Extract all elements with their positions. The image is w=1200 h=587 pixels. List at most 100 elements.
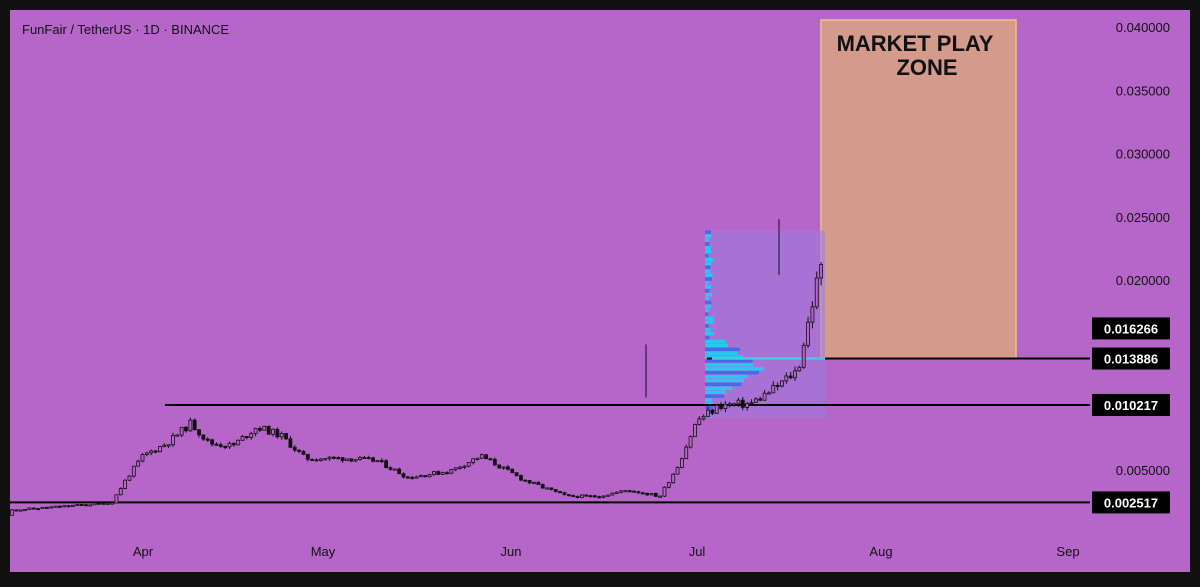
y-tick-label: 0.005000	[1116, 463, 1170, 478]
profile-bar	[705, 343, 728, 348]
candle-body	[345, 458, 349, 462]
y-tick-label: 0.020000	[1116, 273, 1170, 288]
candle-body	[475, 457, 480, 460]
candle-body	[366, 457, 371, 460]
candle-body	[157, 446, 162, 453]
candle-body	[658, 495, 663, 498]
candle-body	[740, 399, 745, 408]
candle-body	[440, 472, 445, 475]
candle-body	[462, 465, 467, 468]
profile-bar	[705, 230, 711, 234]
chart-title: FunFair / TetherUS · 1D · BINANCE	[22, 22, 229, 37]
candle-body	[53, 505, 58, 508]
price-label-text: 0.002517	[1104, 495, 1158, 510]
volume-profile	[705, 230, 825, 418]
candle-body	[471, 458, 476, 463]
candle-body	[218, 444, 223, 447]
profile-bar	[705, 265, 711, 270]
candle-body	[258, 428, 262, 431]
profile-bar	[705, 406, 714, 410]
profile-bar	[705, 281, 709, 285]
candle-body	[358, 456, 362, 460]
candle-body	[684, 446, 689, 460]
candle-body	[810, 306, 815, 323]
candle-body	[649, 493, 654, 496]
y-tick-label: 0.025000	[1116, 210, 1170, 225]
candle-body	[549, 487, 554, 490]
candle-body	[75, 504, 80, 507]
candle-body	[305, 453, 310, 460]
candle-body	[532, 481, 536, 484]
candle-body	[123, 479, 127, 489]
profile-bar	[705, 292, 713, 297]
candle-body	[753, 398, 758, 403]
profile-bar	[705, 382, 742, 387]
candle-body	[479, 454, 484, 459]
profile-bar	[705, 273, 713, 277]
candle-body	[619, 490, 623, 493]
candle-body	[392, 468, 397, 471]
profile-bar	[705, 398, 713, 402]
candle-body	[44, 506, 49, 509]
price-label-box	[1092, 491, 1170, 514]
candle-body	[340, 457, 345, 462]
candle-body	[249, 433, 254, 438]
candle-body	[710, 409, 715, 414]
candle-body	[680, 458, 684, 468]
candle-body	[136, 460, 141, 467]
candle-body	[597, 496, 602, 499]
candle-body	[579, 494, 584, 498]
candle-body	[727, 403, 732, 406]
x-tick-label: Jun	[501, 544, 522, 559]
candle-body	[197, 429, 201, 436]
candle-body	[253, 428, 258, 434]
candle-body	[301, 450, 306, 455]
candle-body	[706, 409, 710, 417]
candle-body	[184, 426, 188, 432]
candle-body	[14, 509, 19, 512]
profile-bar	[705, 386, 733, 391]
candle-body	[153, 450, 158, 453]
candle-body	[379, 460, 384, 463]
candle-body	[353, 459, 358, 462]
candle-body	[27, 507, 32, 510]
candle-body	[636, 491, 641, 494]
candle-body	[540, 484, 545, 489]
candle-body	[562, 492, 567, 495]
candle-body	[271, 428, 275, 435]
candle-body	[418, 475, 423, 478]
candle-body	[758, 398, 763, 401]
price-label-box	[1092, 317, 1170, 340]
profile-bar	[705, 285, 711, 289]
profile-bar	[705, 324, 709, 328]
candle-body	[179, 426, 184, 436]
profile-bar	[705, 234, 712, 238]
y-tick-label: 0.035000	[1116, 83, 1170, 98]
candle-body	[588, 495, 593, 498]
profile-bar	[705, 347, 740, 351]
x-axis: Apr May Jun Jul Aug Sep	[133, 544, 1080, 559]
profile-bar	[705, 238, 709, 242]
candle-body	[784, 375, 789, 382]
candle-body	[505, 466, 510, 470]
candle-body	[797, 366, 802, 372]
candle-body	[57, 505, 62, 508]
candle-body	[775, 384, 780, 387]
price-label-box	[1092, 393, 1170, 416]
candle-body	[410, 476, 415, 479]
candle-body	[310, 458, 315, 461]
y-tick-label: 0.040000	[1116, 20, 1170, 35]
profile-bar	[705, 359, 753, 363]
candle-body	[501, 466, 506, 469]
x-tick-label: Aug	[869, 544, 892, 559]
candle-body	[10, 509, 14, 516]
candle-body	[118, 488, 123, 496]
candle-body	[384, 460, 389, 469]
candle-body	[701, 416, 706, 420]
candle-body	[110, 502, 114, 505]
profile-bar	[705, 394, 725, 398]
candle-body	[558, 491, 562, 494]
profile-bar	[705, 320, 714, 324]
